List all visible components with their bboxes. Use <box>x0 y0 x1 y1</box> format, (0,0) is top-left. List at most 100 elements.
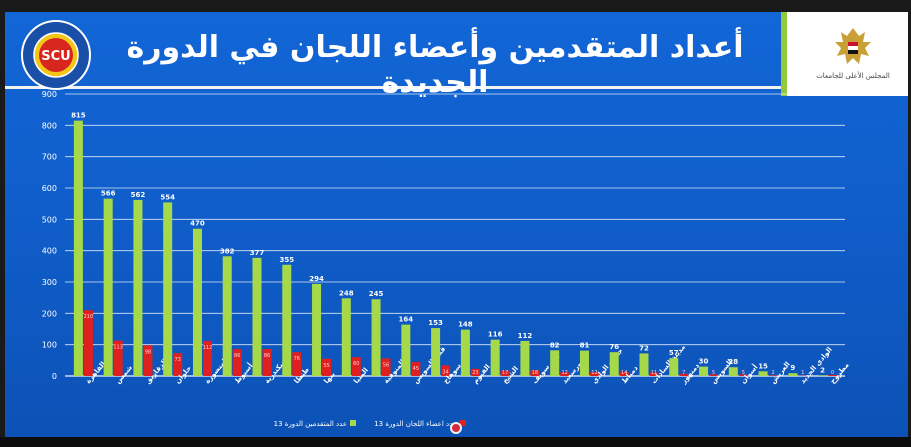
members-value-label: 45 <box>413 366 419 372</box>
members-bar <box>649 372 659 376</box>
members-value-label: 210 <box>84 314 94 320</box>
legend-label: عدد المتقدمين الدورة 13 <box>274 420 347 428</box>
members-value-label: 86 <box>264 353 270 359</box>
y-tick-label: 300 <box>42 278 57 287</box>
members-bar <box>679 373 689 376</box>
applicants-bar <box>192 228 202 376</box>
applicants-value-label: 9 <box>790 364 795 372</box>
y-tick-label: 200 <box>42 309 57 318</box>
applicants-bar <box>312 283 322 376</box>
applicants-value-label: 294 <box>309 275 324 283</box>
applicants-value-label: 57 <box>669 349 679 357</box>
applicants-value-label: 148 <box>458 321 473 329</box>
applicants-value-label: 116 <box>488 331 503 339</box>
applicants-bar <box>609 352 619 376</box>
applicants-bar <box>490 339 500 376</box>
applicants-value-label: 355 <box>279 256 294 264</box>
presentation-slide: SCU أعداد المتقدمين وأعضاء اللجان في الد… <box>5 12 908 437</box>
members-bar <box>232 349 242 376</box>
bar-chart: 0100200300400500600700800900815210القاهر… <box>42 90 851 428</box>
applicants-bar <box>460 329 470 376</box>
members-value-label: 55 <box>323 363 329 369</box>
applicants-bar <box>163 202 173 376</box>
pointer-cursor-icon <box>450 422 462 434</box>
legend-swatch <box>460 420 466 426</box>
applicants-bar <box>371 299 381 376</box>
scu-logo-icon: SCU <box>21 20 91 90</box>
members-bar <box>381 358 391 376</box>
y-tick-label: 500 <box>42 215 57 224</box>
applicants-value-label: 248 <box>339 289 354 297</box>
applicants-value-label: 2 <box>820 366 825 374</box>
applicants-value-label: 566 <box>101 190 116 198</box>
applicants-value-label: 81 <box>580 342 590 350</box>
applicants-value-label: 554 <box>160 193 175 201</box>
eagle-emblem-icon: المجلس الأعلى للجامعات <box>816 28 890 80</box>
y-tick-label: 100 <box>42 341 57 350</box>
members-bar <box>322 358 332 376</box>
applicants-bar <box>222 256 232 376</box>
y-tick-label: 800 <box>42 121 57 130</box>
applicants-bar <box>73 120 83 376</box>
applicants-value-label: 382 <box>220 247 235 255</box>
applicants-bar <box>699 366 709 376</box>
members-value-label: 60 <box>353 361 359 367</box>
applicants-bar <box>758 371 768 376</box>
members-bar <box>441 365 451 376</box>
members-bar <box>411 361 421 376</box>
y-tick-label: 600 <box>42 184 57 193</box>
members-value-label: 113 <box>113 345 123 351</box>
applicants-bar <box>133 199 143 376</box>
members-value-label: 5 <box>742 370 745 376</box>
applicants-bar <box>550 350 560 376</box>
members-value-label: 5 <box>712 370 715 376</box>
emblem-panel: المجلس الأعلى للجامعات <box>781 12 908 96</box>
members-bar <box>113 340 123 376</box>
members-bar <box>709 374 719 376</box>
applicants-bar <box>282 264 292 376</box>
members-bar <box>262 349 272 376</box>
members-value-label: 12 <box>562 370 568 376</box>
emblem-accent-stripe <box>781 12 787 96</box>
emblem-caption: المجلس الأعلى للجامعات <box>816 71 890 80</box>
applicants-value-label: 15 <box>758 362 768 370</box>
y-tick-label: 900 <box>42 90 57 99</box>
applicants-bar <box>579 350 589 376</box>
members-bar <box>143 345 153 376</box>
members-bar <box>173 353 183 376</box>
applicants-value-label: 30 <box>699 358 709 366</box>
members-bar <box>470 368 480 376</box>
members-value-label: 7 <box>682 370 685 376</box>
applicants-bar <box>252 257 262 376</box>
applicants-bar <box>401 324 411 376</box>
members-value-label: 76 <box>294 356 300 362</box>
applicants-value-label: 470 <box>190 220 205 228</box>
applicants-value-label: 76 <box>609 343 619 351</box>
applicants-value-label: 815 <box>71 112 86 120</box>
applicants-bar <box>520 340 530 376</box>
members-value-label: 11 <box>651 370 657 376</box>
members-value-label: 1 <box>801 370 804 376</box>
applicants-value-label: 562 <box>131 191 146 199</box>
applicants-value-label: 377 <box>250 249 265 257</box>
members-bar <box>83 310 93 376</box>
header-divider <box>5 86 781 89</box>
applicants-bar <box>669 358 679 376</box>
members-value-label: 56 <box>383 362 389 368</box>
members-value-label: 0 <box>831 370 834 376</box>
legend-swatch <box>350 420 356 426</box>
applicants-bar <box>639 353 649 376</box>
members-value-label: 17 <box>502 370 508 376</box>
y-tick-label: 400 <box>42 247 57 256</box>
members-value-label: 23 <box>472 370 478 376</box>
members-bar <box>560 372 570 376</box>
members-bar <box>768 375 778 376</box>
logo-text: SCU <box>41 49 70 64</box>
applicants-bar <box>103 198 113 376</box>
applicants-value-label: 164 <box>399 316 414 324</box>
applicants-value-label: 82 <box>550 341 560 349</box>
applicants-value-label: 112 <box>518 332 533 340</box>
members-bar <box>589 372 599 376</box>
members-bar <box>351 357 361 376</box>
